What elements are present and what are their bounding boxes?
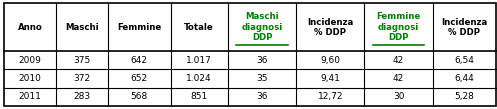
Text: Incidenza
% DDP: Incidenza % DDP [307, 18, 353, 37]
Text: Femmine
diagnosi
DDP: Femmine diagnosi DDP [376, 12, 420, 42]
Text: 375: 375 [73, 56, 90, 65]
Text: Femmine: Femmine [117, 23, 161, 32]
Text: 6,54: 6,54 [454, 56, 474, 65]
Text: 6,44: 6,44 [454, 74, 474, 83]
Text: 1.024: 1.024 [186, 74, 212, 83]
Text: 1.017: 1.017 [186, 56, 212, 65]
Text: 372: 372 [73, 74, 90, 83]
Text: Maschi
diagnosi
DDP: Maschi diagnosi DDP [242, 12, 283, 42]
Text: 5,28: 5,28 [454, 92, 474, 101]
Text: 283: 283 [73, 92, 90, 101]
Text: Maschi: Maschi [65, 23, 98, 32]
Text: 36: 36 [256, 92, 268, 101]
Text: 9,41: 9,41 [321, 74, 340, 83]
Text: 568: 568 [131, 92, 148, 101]
Text: 2011: 2011 [18, 92, 41, 101]
Text: Totale: Totale [184, 23, 214, 32]
Text: 642: 642 [131, 56, 148, 65]
Text: 35: 35 [256, 74, 268, 83]
Text: 42: 42 [393, 74, 404, 83]
Text: 652: 652 [131, 74, 148, 83]
Text: 12,72: 12,72 [318, 92, 343, 101]
Text: 42: 42 [393, 56, 404, 65]
Text: Incidenza
% DDP: Incidenza % DDP [441, 18, 487, 37]
Text: 2009: 2009 [18, 56, 41, 65]
Text: 9,60: 9,60 [320, 56, 340, 65]
Text: 36: 36 [256, 56, 268, 65]
Text: Anno: Anno [17, 23, 42, 32]
Text: 30: 30 [393, 92, 405, 101]
Text: 851: 851 [190, 92, 208, 101]
Text: 2010: 2010 [18, 74, 41, 83]
